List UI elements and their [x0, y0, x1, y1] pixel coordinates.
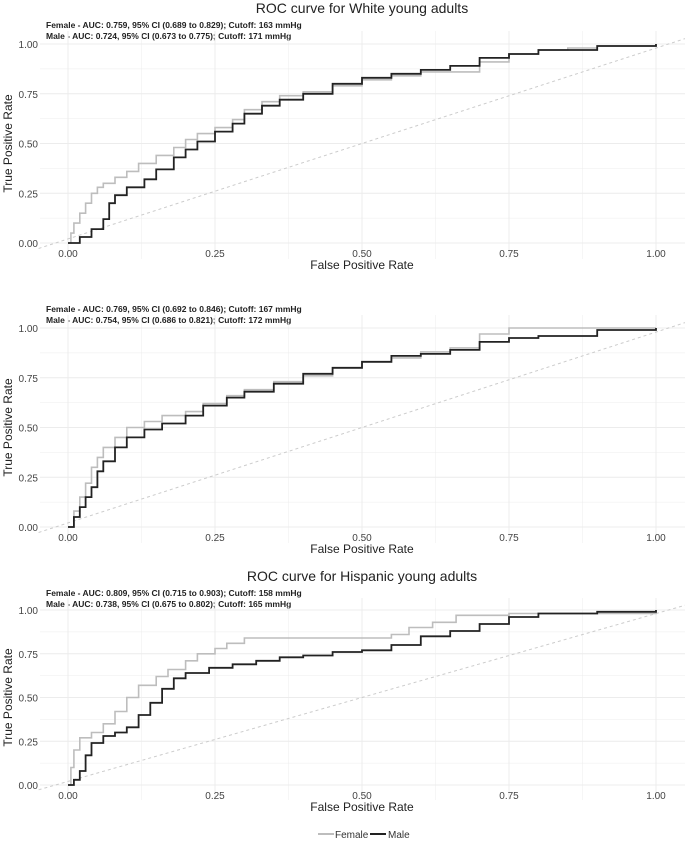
y-tick-label: 0.00: [19, 781, 39, 792]
x-tick-label: 1.00: [646, 533, 666, 544]
x-tick-label: 0.25: [205, 533, 225, 544]
y-tick-label: 1.00: [19, 606, 39, 617]
x-tick-label: 0.00: [58, 533, 78, 544]
x-tick-label: 0.25: [205, 249, 225, 260]
x-tick-label: 1.00: [646, 249, 666, 260]
x-tick-label: 0.75: [499, 249, 519, 260]
male-roc-line: [68, 328, 657, 528]
male-roc-line: [68, 610, 657, 786]
y-axis-label: True Positive Rate: [1, 378, 15, 477]
grid: [40, 598, 685, 800]
panel-hispanic: ROC curve for Hispanic young adults Fema…: [1, 568, 685, 814]
y-tick-label: 0.50: [19, 424, 39, 435]
y-tick-label: 0.00: [19, 239, 39, 250]
panel-white: ROC curve for White young adults Female …: [1, 0, 685, 272]
plot-area: 0.00 0.25 0.50 0.75 1.00 0.00 0.25 0.50 0.75 1.00…: [1, 598, 685, 814]
y-axis-label: True Positive Rate: [1, 648, 15, 747]
panel-black: Female - AUC: 0.769, 95% CI (0.692 to 0.…: [1, 304, 685, 556]
y-tick-label: 1.00: [19, 40, 39, 51]
male-annotation: Male - AUC: 0.724, 95% CI (0.673 to 0.77…: [46, 31, 291, 41]
x-tick-label: 0.50: [352, 791, 372, 802]
x-axis-label: False Positive Rate: [310, 800, 414, 814]
grid: [40, 31, 685, 259]
diagonal-reference-line: [38, 604, 685, 791]
plot-area: 0.00 0.25 0.50 0.75 1.00 0.00 0.25 0.50 0.75 1.00…: [1, 31, 685, 272]
panel-title: ROC curve for White young adults: [256, 0, 468, 16]
x-tick-label: 0.75: [499, 791, 519, 802]
y-tick-label: 0.25: [19, 473, 39, 484]
x-axis-label: False Positive Rate: [310, 258, 414, 272]
male-roc-line: [68, 44, 657, 244]
diagonal-reference-line: [38, 322, 685, 533]
legend-male-label: Male: [388, 830, 410, 841]
y-tick-label: 0.75: [19, 90, 39, 101]
y-tick-label: 0.00: [19, 523, 39, 534]
x-tick-label: 0.25: [205, 791, 225, 802]
male-annotation: Male - AUC: 0.738, 95% CI (0.675 to 0.80…: [46, 599, 291, 609]
x-tick-label: 0.50: [352, 249, 372, 260]
x-axis-label: False Positive Rate: [310, 542, 414, 556]
x-tick-label: 0.75: [499, 533, 519, 544]
y-tick-label: 0.25: [19, 737, 39, 748]
y-axis-label: True Positive Rate: [1, 94, 15, 193]
female-annotation: Female - AUC: 0.809, 95% CI (0.715 to 0.…: [46, 588, 302, 598]
female-roc-line: [68, 610, 657, 786]
plot-area: 0.00 0.25 0.50 0.75 1.00 0.00 0.25 0.50 0.75 1.00…: [1, 315, 685, 556]
female-annotation: Female - AUC: 0.759, 95% CI (0.689 to 0.…: [46, 20, 302, 30]
x-tick-label: 0.00: [58, 249, 78, 260]
y-tick-label: 0.75: [19, 650, 39, 661]
y-tick-label: 0.50: [19, 140, 39, 151]
female-annotation: Female - AUC: 0.769, 95% CI (0.692 to 0.…: [46, 304, 302, 314]
legend: Female Male: [318, 830, 410, 841]
x-tick-label: 0.00: [58, 791, 78, 802]
x-tick-label: 0.50: [352, 533, 372, 544]
male-annotation: Male - AUC: 0.754, 95% CI (0.686 to 0.82…: [46, 315, 291, 325]
x-tick-label: 1.00: [646, 791, 666, 802]
legend-female-label: Female: [335, 830, 369, 841]
y-tick-label: 0.75: [19, 374, 39, 385]
y-tick-label: 0.50: [19, 694, 39, 705]
grid: [40, 315, 685, 543]
panel-title: ROC curve for Hispanic young adults: [247, 568, 477, 584]
diagonal-reference-line: [38, 38, 685, 249]
y-tick-label: 1.00: [19, 324, 39, 335]
y-tick-label: 0.25: [19, 189, 39, 200]
